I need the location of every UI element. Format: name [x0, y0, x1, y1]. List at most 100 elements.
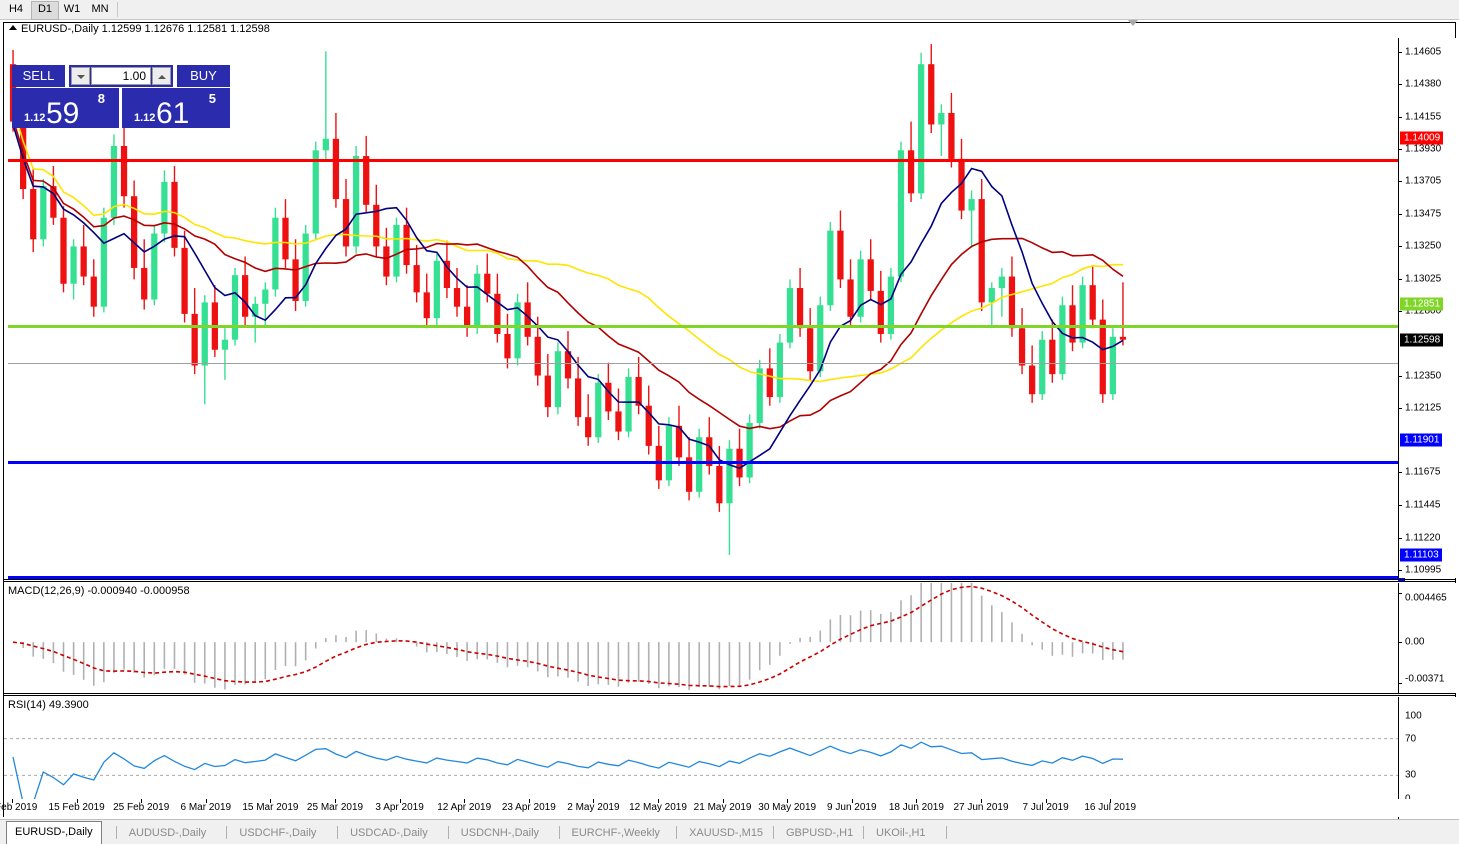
timeframe-button-h4[interactable]: H4 — [8, 3, 24, 15]
date-tick — [787, 799, 789, 803]
chevron-up-icon — [158, 75, 166, 79]
sell-price-quote[interactable]: 1.12 59 8 — [12, 88, 119, 130]
date-label: 25 Mar 2019 — [306, 802, 364, 813]
price-tag-1-11103[interactable]: 1.11103 — [1400, 548, 1442, 561]
chart-tab-bar: EURUSD-,Daily AUDUSD-,Daily USDCHF-,Daily U… — [0, 819, 1459, 844]
price-tick — [1398, 505, 1402, 507]
price-tick — [1398, 570, 1402, 571]
rsi-pane[interactable]: RSI(14) 49.3900 — [4, 697, 1398, 819]
date-label: 25 Feb 2019 — [113, 802, 170, 813]
date-tick — [722, 799, 724, 803]
tab-divider — [337, 826, 339, 839]
chart-tab-usdcad-daily[interactable]: USDCAD-,Daily — [350, 827, 428, 839]
chart-tab-eurusd-daily[interactable]: EURUSD-,Daily — [6, 821, 102, 844]
price-tick — [1398, 148, 1402, 150]
level-line-1-11901[interactable] — [8, 461, 1405, 465]
volume-increase-button[interactable] — [152, 67, 171, 85]
price-tag-1-12851[interactable]: 1.12851 — [1400, 297, 1444, 311]
level-line-1-12851[interactable] — [8, 325, 1405, 329]
macd-scale[interactable]: 0.004465 0.00 -0.00371 — [1398, 583, 1456, 693]
price-label: 1.13705 — [1405, 175, 1442, 187]
buy-price-prefix: 1.12 — [134, 112, 156, 124]
macd-pane[interactable]: MACD(12,26,9) -0.000940 -0.000958 — [4, 583, 1398, 693]
price-tag-1-14009[interactable]: 1.14009 — [1400, 131, 1444, 145]
price-tick — [1398, 246, 1402, 248]
rsi-scale-label: 70 — [1405, 733, 1417, 745]
macd-tick — [1398, 642, 1402, 644]
price-tag-1-12598[interactable]: 1.12598 — [1400, 333, 1444, 347]
level-line-1-12598[interactable] — [8, 362, 1405, 364]
collapse-arrow-icon[interactable] — [1128, 20, 1139, 26]
date-label: 30 May 2019 — [758, 802, 817, 813]
date-label: 18 Jun 2019 — [888, 802, 944, 813]
chevron-down-icon — [77, 75, 85, 79]
date-label: 2 May 2019 — [567, 802, 620, 813]
date-label: 6 Feb 2019 — [0, 802, 38, 813]
price-tick — [1398, 472, 1402, 474]
price-pane[interactable] — [4, 38, 1398, 578]
pane-separator-rsi[interactable] — [4, 693, 1455, 694]
price-tick — [1398, 537, 1402, 539]
price-tick — [1398, 375, 1402, 377]
date-label: 15 Feb 2019 — [48, 802, 105, 813]
timeframe-button-mn[interactable]: MN — [91, 3, 109, 15]
level-line-1-11103[interactable] — [8, 576, 1405, 579]
price-label: 1.12350 — [1405, 370, 1442, 382]
date-label: 21 May 2019 — [693, 802, 752, 813]
chart-tab-usdcnh-daily[interactable]: USDCNH-,Daily — [460, 827, 540, 839]
volume-input[interactable]: 1.00 — [91, 67, 151, 85]
date-tick — [981, 799, 982, 803]
price-label: 1.11445 — [1405, 499, 1441, 511]
sell-price-prefix: 1.12 — [24, 112, 46, 124]
buy-button[interactable]: BUY — [177, 65, 230, 87]
timeframe-button-w1[interactable]: W1 — [63, 3, 81, 15]
pane-separator-rsi-2 — [4, 695, 1455, 696]
price-tag-1-11901[interactable]: 1.11901 — [1400, 433, 1443, 447]
buy-price-big: 61 — [156, 97, 190, 130]
chart-title-bar: EURUSD-,Daily 1.12599 1.12676 1.12581 1.… — [4, 23, 1455, 38]
buy-price-fraction: 5 — [208, 91, 216, 106]
timeframe-button-d1[interactable]: D1 — [31, 1, 59, 20]
price-scale[interactable]: 1.14605 1.14380 1.14155 1.13930 1.13705 1.134… — [1398, 38, 1456, 578]
price-label: 1.14605 — [1405, 46, 1442, 58]
chart-tab-gbpusd-h1[interactable]: GBPUSD-,H1 — [786, 827, 854, 839]
level-line-1-14009[interactable] — [8, 159, 1405, 163]
buy-price-quote[interactable]: 1.12 61 5 — [122, 88, 230, 130]
tab-divider — [558, 826, 560, 839]
macd-tick — [1398, 683, 1402, 684]
one-click-trading-panel[interactable]: SELL 1.00 BUY 1.12 59 8 1.12 61 5 — [12, 65, 230, 130]
pane-separator-macd[interactable] — [4, 579, 1455, 580]
date-label: 15 Mar 2019 — [242, 802, 299, 813]
sell-button[interactable]: SELL — [12, 65, 65, 87]
rsi-scale-label: 30 — [1405, 769, 1417, 781]
date-axis[interactable]: 6 Feb 2019 15 Feb 2019 25 Feb 2019 6 Mar 20… — [0, 799, 1455, 817]
chart-tab-xauusd-m15[interactable]: XAUUSD-,M15 — [689, 827, 764, 839]
date-tick — [593, 799, 595, 803]
date-label: 12 Apr 2019 — [437, 802, 492, 813]
price-scale-axis — [1398, 38, 1399, 578]
rsi-scale[interactable]: 10070300 — [1398, 697, 1456, 819]
chart-tab-usdchf-daily[interactable]: USDCHF-,Daily — [239, 827, 317, 839]
price-tick — [1398, 52, 1402, 53]
chart-tab-audusd-daily[interactable]: AUDUSD-,Daily — [128, 827, 207, 839]
date-tick — [76, 799, 78, 803]
rsi-label: RSI(14) 49.3900 — [8, 699, 89, 711]
candlestick-plot — [9, 44, 1127, 555]
date-tick — [270, 799, 272, 803]
tab-divider — [773, 826, 774, 839]
tab-divider — [676, 826, 678, 839]
date-tick — [528, 799, 530, 803]
chart-tab-ukoil-h1[interactable]: UKOil-,H1 — [876, 827, 926, 839]
macd-plot — [12, 583, 1124, 690]
date-label: 3 Apr 2019 — [375, 802, 424, 813]
volume-decrease-button[interactable] — [71, 67, 90, 85]
date-tick — [851, 799, 853, 803]
date-tick — [916, 799, 918, 803]
expand-triangle-icon[interactable] — [9, 25, 17, 30]
chart-tab-eurchf-weekly[interactable]: EURCHF-,Weekly — [571, 827, 660, 839]
price-tick — [1398, 116, 1402, 118]
date-label: 6 Mar 2019 — [180, 802, 232, 813]
date-tick — [464, 799, 466, 803]
volume-stepper[interactable]: 1.00 — [69, 65, 173, 87]
price-tick — [1398, 84, 1402, 86]
